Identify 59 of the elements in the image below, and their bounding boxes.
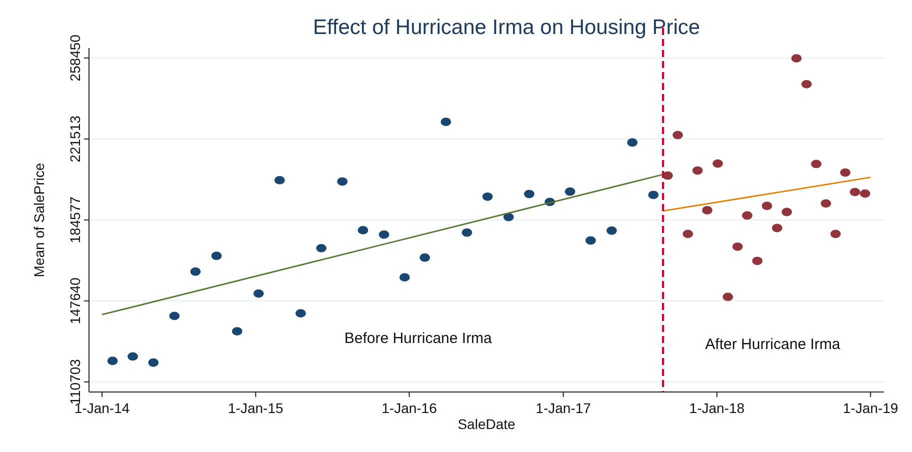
- point: [316, 244, 327, 252]
- point: [211, 252, 222, 260]
- x-tick-label: 1-Jan-15: [228, 400, 284, 416]
- point: [606, 226, 617, 235]
- point: [585, 236, 596, 245]
- point: [742, 211, 752, 220]
- point: [190, 267, 201, 276]
- point: [627, 138, 638, 147]
- point: [420, 253, 430, 262]
- point: [274, 176, 285, 184]
- point: [524, 190, 534, 198]
- x-tick-label: 1-Jan-17: [536, 400, 592, 416]
- point: [564, 187, 576, 196]
- point: [295, 309, 306, 318]
- point: [169, 312, 180, 320]
- annotation: After Hurricane Irma: [705, 336, 841, 353]
- point: [107, 356, 118, 366]
- point: [358, 226, 368, 234]
- annotation: Before Hurricane Irma: [344, 330, 493, 347]
- point: [801, 80, 812, 88]
- point: [702, 206, 712, 214]
- point: [752, 256, 763, 266]
- point: [772, 224, 782, 232]
- point: [732, 242, 743, 251]
- point: [722, 292, 734, 302]
- point: [672, 130, 683, 140]
- y-tick-label: 147640: [67, 277, 83, 324]
- y-tick-label: 258450: [67, 34, 83, 82]
- point: [482, 192, 493, 201]
- y-tick-label: 184577: [67, 196, 83, 244]
- x-tick-label: 1-Jan-16: [382, 400, 438, 416]
- y-tick-label: 221513: [67, 115, 83, 162]
- point: [682, 230, 694, 238]
- point: [148, 358, 159, 367]
- point: [791, 54, 802, 63]
- point: [440, 118, 452, 126]
- x-axis-title: SaleDate: [458, 416, 516, 432]
- x-tick-label: 1-Jan-18: [689, 400, 745, 416]
- point: [860, 189, 870, 198]
- point: [762, 202, 772, 210]
- point: [692, 166, 703, 175]
- point: [253, 289, 264, 298]
- chart-title: Effect of Hurricane Irma on Housing Price: [312, 16, 700, 39]
- point: [378, 230, 390, 239]
- point: [850, 188, 860, 196]
- point: [128, 352, 138, 361]
- point: [782, 208, 792, 216]
- point: [712, 159, 723, 168]
- point: [840, 168, 850, 177]
- x-tick-label: 1-Jan-19: [842, 400, 898, 416]
- point: [648, 190, 659, 200]
- point: [232, 327, 242, 336]
- point: [462, 228, 472, 237]
- point: [820, 199, 832, 208]
- point: [811, 160, 822, 168]
- point: [399, 273, 410, 282]
- point: [830, 230, 841, 238]
- point: [337, 177, 348, 186]
- y-axis-title: Mean of SalePrice: [31, 162, 47, 278]
